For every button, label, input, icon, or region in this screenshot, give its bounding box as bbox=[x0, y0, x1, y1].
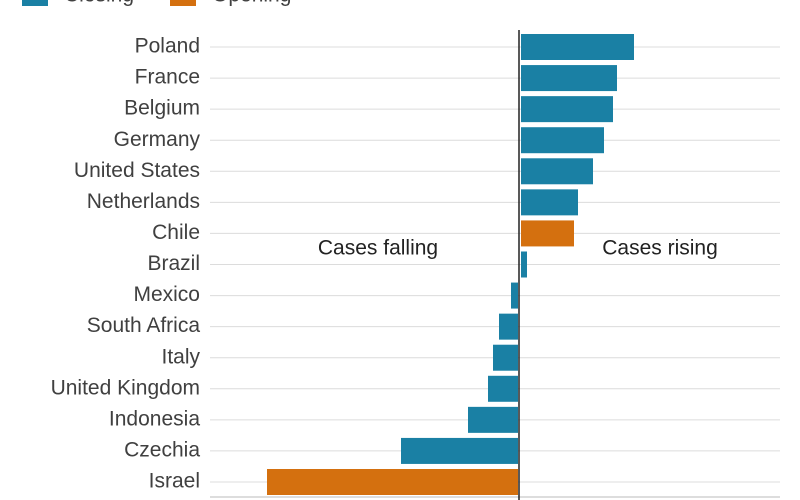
y-tick-label: France bbox=[135, 66, 200, 89]
bar bbox=[521, 96, 613, 123]
y-tick-label: Chile bbox=[152, 221, 200, 244]
bar bbox=[511, 282, 518, 309]
bar bbox=[521, 158, 593, 185]
bar bbox=[521, 251, 527, 278]
y-tick-label: United Kingdom bbox=[51, 376, 200, 399]
bar bbox=[521, 127, 604, 154]
y-tick-label: Germany bbox=[114, 128, 201, 151]
bar bbox=[499, 313, 518, 340]
y-tick-label: United States bbox=[74, 159, 200, 182]
bar bbox=[521, 220, 574, 247]
legend-label: Opening bbox=[212, 0, 291, 7]
y-tick-label: Indonesia bbox=[109, 407, 200, 430]
y-tick-label: South Africa bbox=[87, 314, 201, 337]
bar bbox=[521, 34, 634, 60]
y-tick-label: Belgium bbox=[124, 97, 200, 120]
annotation: Cases falling bbox=[318, 237, 438, 260]
y-tick-label: Mexico bbox=[133, 283, 200, 306]
legend-label: Closing bbox=[64, 0, 134, 7]
y-tick-label: Poland bbox=[135, 35, 200, 58]
bar bbox=[493, 344, 518, 371]
bar bbox=[401, 437, 518, 464]
y-tick-label: Netherlands bbox=[87, 190, 200, 213]
bar bbox=[521, 189, 578, 216]
bar bbox=[267, 469, 518, 495]
y-tick-label: Czechia bbox=[124, 438, 200, 461]
bar bbox=[488, 375, 518, 402]
annotation: Cases rising bbox=[602, 237, 718, 260]
y-tick-label: Israel bbox=[149, 470, 200, 493]
legend-swatch bbox=[170, 0, 196, 6]
y-tick-label: Brazil bbox=[147, 252, 200, 275]
bar bbox=[521, 65, 617, 92]
y-tick-label: Italy bbox=[161, 345, 200, 368]
bar bbox=[468, 406, 518, 433]
legend-swatch bbox=[22, 0, 48, 6]
